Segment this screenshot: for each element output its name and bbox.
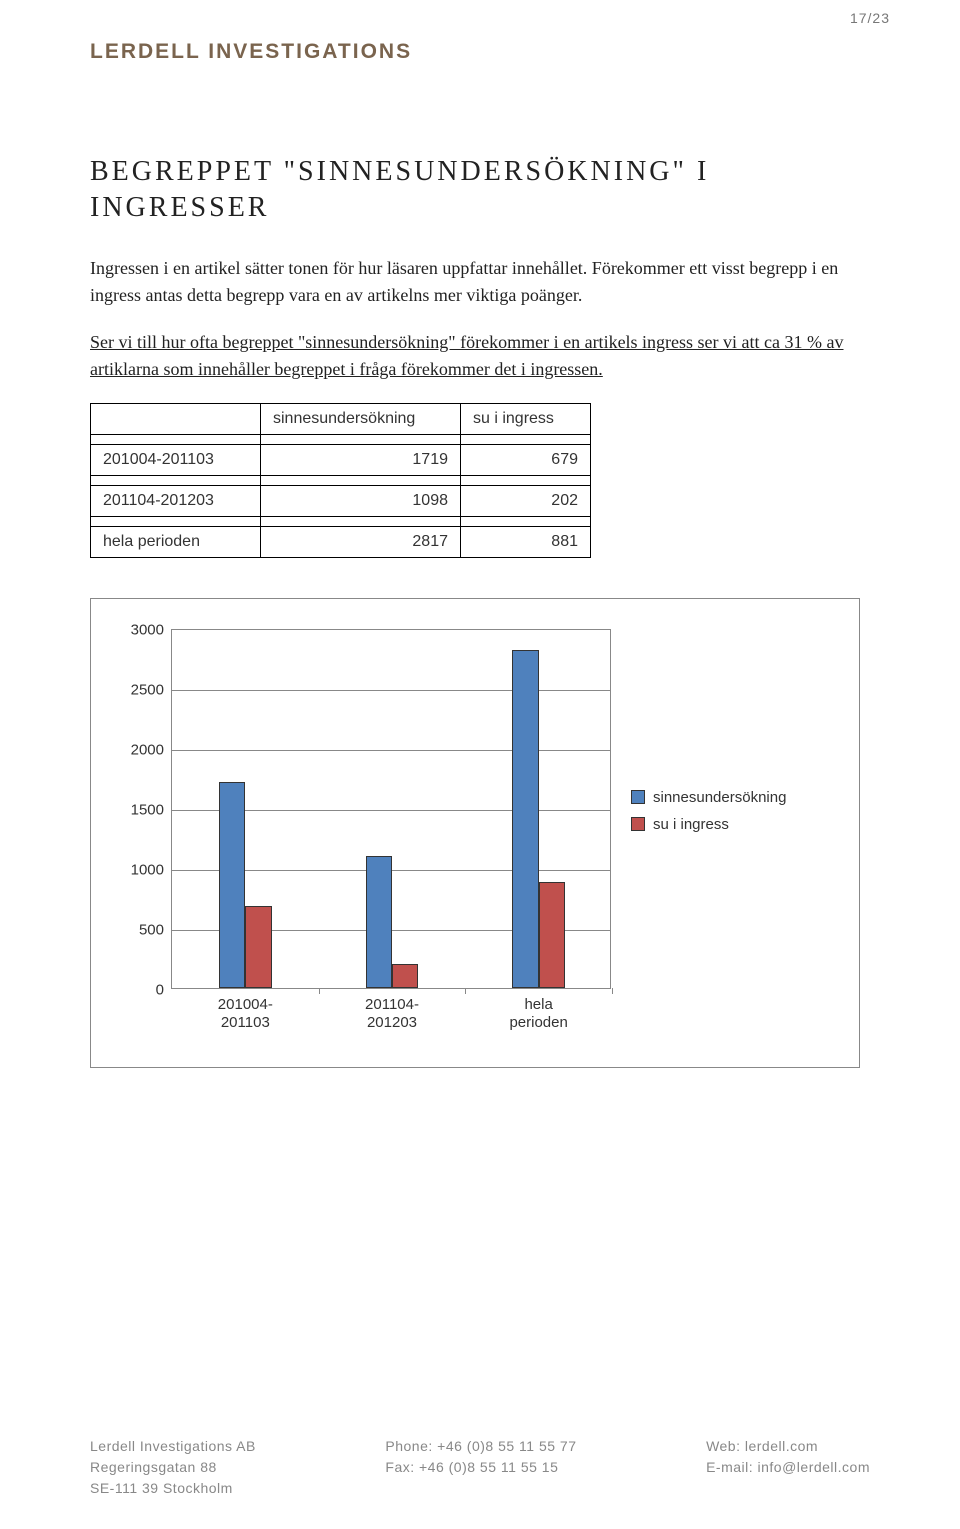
- chart-x-tick: [465, 988, 466, 994]
- chart-y-label: 2500: [131, 681, 172, 698]
- table-spacer: [91, 516, 591, 526]
- chart-bar: [219, 782, 245, 988]
- table-header-row: sinnesundersökning su i ingress: [91, 403, 591, 434]
- table-row: 201004-201103 1719 679: [91, 444, 591, 475]
- page-footer: Lerdell Investigations AB Regeringsgatan…: [0, 1436, 960, 1499]
- chart-y-label: 500: [139, 921, 172, 938]
- chart-y-label: 1500: [131, 801, 172, 818]
- footer-line: SE-111 39 Stockholm: [90, 1478, 256, 1499]
- legend-item: su i ingress: [631, 816, 786, 833]
- chart-gridline: [172, 750, 610, 751]
- page-title: BEGREPPET "SINNESUNDERSÖKNING" I INGRESS…: [90, 154, 870, 227]
- table-cell: hela perioden: [91, 526, 261, 557]
- table-cell: 679: [461, 444, 591, 475]
- paragraph-2: Ser vi till hur ofta begreppet "sinnesun…: [90, 329, 850, 383]
- chart-x-tick: [612, 988, 613, 994]
- chart-legend: sinnesundersökning su i ingress: [631, 789, 786, 843]
- footer-mid: Phone: +46 (0)8 55 11 55 77 Fax: +46 (0)…: [385, 1436, 576, 1499]
- data-table: sinnesundersökning su i ingress 201004-2…: [90, 403, 591, 558]
- footer-line: Lerdell Investigations AB: [90, 1436, 256, 1457]
- table-row: hela perioden 2817 881: [91, 526, 591, 557]
- table-header-cell: su i ingress: [461, 403, 591, 434]
- chart-x-tick: [319, 988, 320, 994]
- chart-y-label: 3000: [131, 621, 172, 638]
- chart-bar: [366, 856, 392, 988]
- legend-item: sinnesundersökning: [631, 789, 786, 806]
- footer-line: Web: lerdell.com: [706, 1436, 870, 1457]
- chart-gridline: [172, 690, 610, 691]
- table-header-cell: sinnesundersökning: [261, 403, 461, 434]
- table-cell: 201004-201103: [91, 444, 261, 475]
- chart-y-label: 1000: [131, 861, 172, 878]
- footer-line: Fax: +46 (0)8 55 11 55 15: [385, 1457, 576, 1478]
- chart-y-label: 2000: [131, 741, 172, 758]
- table-row: 201104-201203 1098 202: [91, 485, 591, 516]
- page: 17/23 LERDELL INVESTIGATIONS BEGREPPET "…: [0, 0, 960, 1529]
- chart-x-label: helaperioden: [479, 988, 599, 1032]
- table-cell: 201104-201203: [91, 485, 261, 516]
- legend-label: sinnesundersökning: [653, 789, 786, 806]
- legend-swatch-icon: [631, 790, 645, 804]
- footer-right: Web: lerdell.com E-mail: info@lerdell.co…: [706, 1436, 870, 1499]
- table-cell: 1098: [261, 485, 461, 516]
- footer-line: E-mail: info@lerdell.com: [706, 1457, 870, 1478]
- chart-bar: [512, 650, 538, 988]
- table-spacer: [91, 434, 591, 444]
- paragraph-1: Ingressen i en artikel sätter tonen för …: [90, 255, 850, 309]
- chart-bar: [539, 882, 565, 988]
- bar-chart: 0 500 1000 1500 2000 2500 3000 201004-201103 201…: [90, 598, 860, 1068]
- legend-label: su i ingress: [653, 816, 729, 833]
- table-cell: 202: [461, 485, 591, 516]
- chart-x-label: 201004-201103: [185, 988, 305, 1032]
- table-cell: 881: [461, 526, 591, 557]
- chart-y-label: 0: [156, 981, 172, 998]
- chart-bar: [245, 906, 271, 987]
- footer-line: Regeringsgatan 88: [90, 1457, 256, 1478]
- table-cell: 1719: [261, 444, 461, 475]
- chart-plot-area: 050010001500200025003000201004-201103201…: [171, 629, 611, 989]
- table-cell: 2817: [261, 526, 461, 557]
- chart-x-label: 201104-201203: [332, 988, 452, 1032]
- legend-swatch-icon: [631, 817, 645, 831]
- footer-left: Lerdell Investigations AB Regeringsgatan…: [90, 1436, 256, 1499]
- table-spacer: [91, 475, 591, 485]
- chart-bar: [392, 964, 418, 988]
- table-header-cell: [91, 403, 261, 434]
- page-number: 17/23: [850, 10, 890, 26]
- footer-line: Phone: +46 (0)8 55 11 55 77: [385, 1436, 576, 1457]
- brand-header: LERDELL INVESTIGATIONS: [90, 40, 870, 64]
